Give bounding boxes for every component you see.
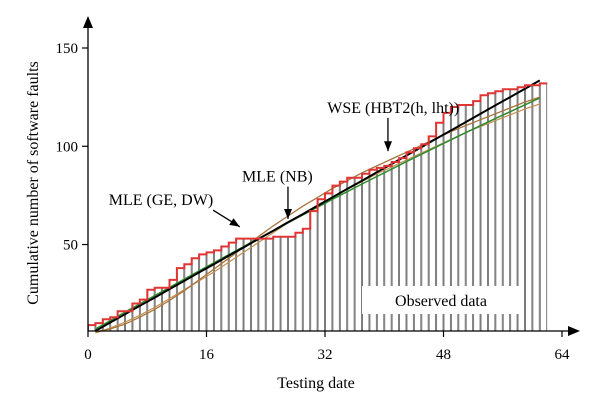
- observed-bar: [265, 238, 274, 332]
- x-tick-label: 32: [318, 347, 333, 363]
- x-tick-label: 0: [84, 347, 92, 363]
- observed-bar: [317, 198, 325, 332]
- x-tick-label: 48: [436, 347, 451, 363]
- y-axis-label: Cumulative number of software faults: [25, 61, 42, 305]
- x-tick-label: 64: [555, 347, 571, 363]
- observed-bar: [354, 177, 362, 332]
- observed-bar: [310, 210, 318, 332]
- annotation-label: MLE (GE, DW): [109, 192, 213, 209]
- axis-ticks: 0 16 32 48 64 50 100 150: [56, 41, 571, 363]
- y-axis-arrowhead: [83, 16, 93, 28]
- observed-bar: [184, 263, 192, 332]
- observed-bar: [325, 192, 333, 332]
- observed-bar: [258, 238, 266, 332]
- observed-bar: [250, 238, 259, 332]
- observed-data-label-bg: [362, 286, 520, 314]
- observed-bar: [295, 232, 303, 332]
- annotation-arrowhead: [384, 141, 392, 152]
- observed-bar: [302, 228, 311, 332]
- observed-bar: [532, 84, 540, 332]
- model-curve: [95, 96, 541, 333]
- x-axis-arrowhead: [568, 326, 580, 336]
- observed-bar: [162, 287, 170, 332]
- annotation-arrowhead: [284, 209, 292, 219]
- observed-data-label: Observed data: [395, 293, 487, 310]
- observed-bar: [176, 267, 185, 332]
- observed-bar: [339, 181, 348, 332]
- annotation-label: WSE (HBT2(h, lht)): [327, 100, 459, 117]
- observed-bar: [243, 238, 251, 332]
- y-tick-label: 100: [56, 139, 79, 155]
- annotations: WSE (HBT2(h, lht)) MLE (NB) MLE (GE, DW): [109, 100, 459, 228]
- observed-bar: [539, 82, 548, 332]
- observed-bar: [280, 236, 288, 332]
- observed-bar: [332, 185, 340, 332]
- observed-bar: [199, 253, 207, 332]
- annotation-arrowhead: [229, 218, 240, 227]
- observed-bar: [191, 257, 200, 332]
- observed-data-step-line: [88, 82, 548, 327]
- y-tick-label: 50: [63, 238, 78, 254]
- observed-bar: [525, 84, 533, 332]
- x-axis-label: Testing date: [277, 375, 355, 392]
- observed-bar: [347, 177, 355, 332]
- x-tick-label: 16: [199, 347, 215, 363]
- annotation-label: MLE (NB): [242, 169, 313, 186]
- y-tick-label: 150: [56, 41, 79, 57]
- observed-bar: [288, 236, 296, 332]
- observed-bar: [273, 236, 281, 332]
